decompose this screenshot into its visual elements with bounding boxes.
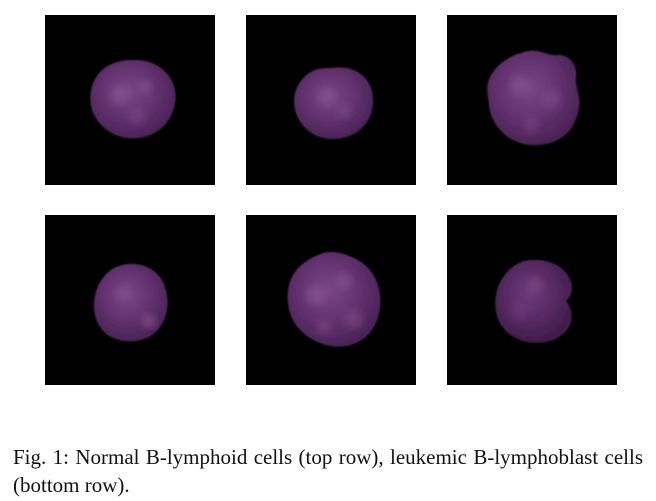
leukemic-b-lymphoblast-cell-icon: [93, 263, 168, 342]
panel-bottom-2: [246, 215, 416, 385]
normal-b-lymphoid-cell-icon: [294, 67, 374, 140]
figure: [45, 15, 617, 385]
panel-top-1: [45, 15, 215, 185]
panel-top-3: [447, 15, 617, 185]
panel-bottom-3: [447, 215, 617, 385]
panel-top-2: [246, 15, 416, 185]
normal-b-lymphoid-cell-icon: [90, 59, 176, 139]
leukemic-b-lymphoblast-cell-icon: [495, 259, 573, 343]
normal-b-lymphoid-cell-icon: [487, 50, 580, 146]
leukemic-b-lymphoblast-cell-icon: [287, 252, 381, 347]
panel-bottom-1: [45, 215, 215, 385]
figure-caption: Fig. 1: Normal B-lymphoid cells (top row…: [13, 445, 643, 497]
